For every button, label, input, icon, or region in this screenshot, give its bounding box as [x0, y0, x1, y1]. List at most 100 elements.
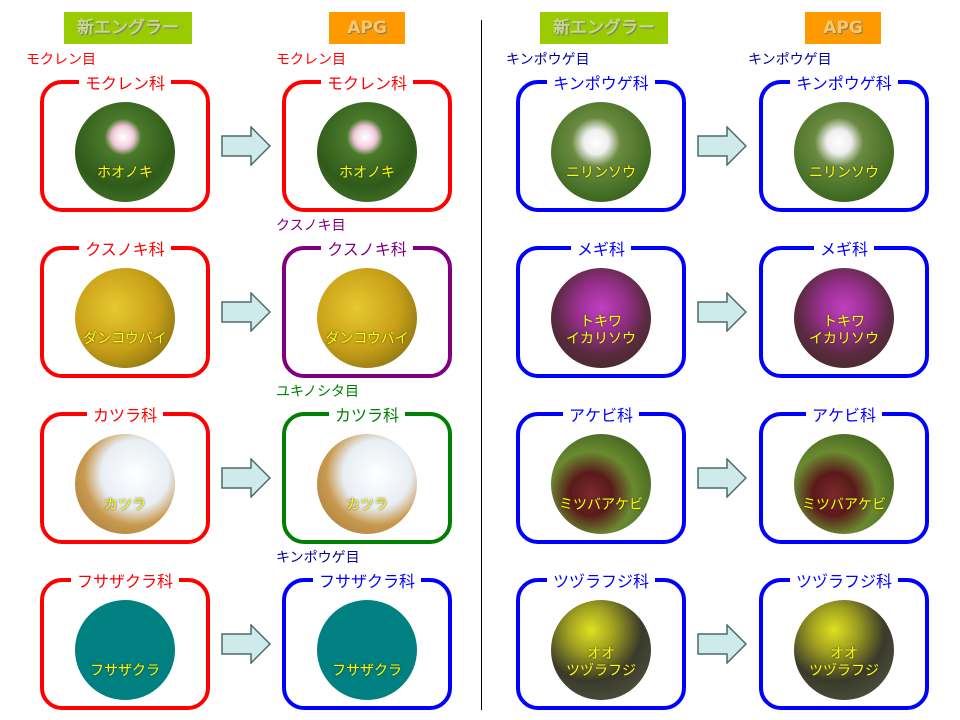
arrow-right-icon [221, 458, 271, 498]
family-box: キンポウゲ科 ニリンソウ [759, 74, 929, 212]
plant-photo: トキワ イカリソウ [551, 268, 651, 368]
plant-photo: ダンコウバイ [317, 268, 417, 368]
plant-name: トキワ イカリソウ [809, 314, 879, 347]
plant-photo: オオ ツヅラフジ [794, 600, 894, 700]
family-box: ツヅラフジ科 オオ ツヅラフジ [759, 572, 929, 710]
order-label: モクレン目 [276, 52, 346, 68]
header-apg-left: APG [329, 12, 405, 44]
order-label: キンポウゲ目 [748, 52, 832, 68]
family-title: アケビ科 [520, 402, 682, 426]
plant-name: ホオノキ [97, 165, 153, 181]
plant-name: オオ ツヅラフジ [566, 646, 636, 679]
plant-photo: トキワ イカリソウ [794, 268, 894, 368]
family-box: アケビ科 ミツバアケビ [516, 406, 686, 544]
family-box: クスノキ科 ダンコウバイ [282, 240, 452, 378]
family-box: カツラ科 カツラ [40, 406, 210, 544]
family-box: フサザクラ科 フサザクラ [40, 572, 210, 710]
family-label: メギ科 [813, 240, 874, 259]
family-title: クスノキ科 [44, 236, 206, 260]
plant-name: ミツバアケビ [559, 497, 643, 513]
family-box: クスノキ科 ダンコウバイ [40, 240, 210, 378]
plant-photo: ミツバアケビ [551, 434, 651, 534]
family-title: キンポウゲ科 [520, 70, 682, 94]
family-label: ツヅラフジ科 [546, 572, 655, 591]
order-label: ユキノシタ目 [276, 384, 360, 400]
plant-photo: ダンコウバイ [75, 268, 175, 368]
family-title: メギ科 [763, 236, 925, 260]
plant-name: カツラ [104, 497, 146, 513]
plant-photo: ミツバアケビ [794, 434, 894, 534]
plant-photo: カツラ [75, 434, 175, 534]
family-title: フサザクラ科 [44, 568, 206, 592]
plant-name: ダンコウバイ [83, 331, 167, 347]
family-box: メギ科 トキワ イカリソウ [516, 240, 686, 378]
family-title: モクレン科 [44, 70, 206, 94]
plant-photo: ニリンソウ [551, 102, 651, 202]
plant-name: フサザクラ [90, 663, 160, 679]
family-box: メギ科 トキワ イカリソウ [759, 240, 929, 378]
plant-name: ミツバアケビ [802, 497, 886, 513]
family-label: フサザクラ科 [70, 572, 179, 591]
family-label: モクレン科 [320, 74, 413, 93]
family-title: モクレン科 [286, 70, 448, 94]
family-box: モクレン科 ホオノキ [282, 74, 452, 212]
family-box: アケビ科 ミツバアケビ [759, 406, 929, 544]
plant-name: ダンコウバイ [325, 331, 409, 347]
family-box: ツヅラフジ科 オオ ツヅラフジ [516, 572, 686, 710]
family-label: フサザクラ科 [312, 572, 421, 591]
plant-name: ホオノキ [339, 165, 395, 181]
family-label: カツラ科 [86, 406, 163, 425]
family-box: フサザクラ科 フサザクラ [282, 572, 452, 710]
family-box: カツラ科 カツラ [282, 406, 452, 544]
arrow-right-icon [697, 624, 747, 664]
family-title: カツラ科 [44, 402, 206, 426]
family-box: モクレン科 ホオノキ [40, 74, 210, 212]
family-title: メギ科 [520, 236, 682, 260]
family-label: カツラ科 [328, 406, 405, 425]
arrow-right-icon [221, 624, 271, 664]
header-apg-right: APG [805, 12, 881, 44]
family-label: メギ科 [570, 240, 631, 259]
family-label: キンポウゲ科 [547, 74, 655, 93]
arrow-right-icon [221, 292, 271, 332]
plant-photo: フサザクラ [75, 600, 175, 700]
plant-photo: カツラ [317, 434, 417, 534]
order-label: モクレン目 [26, 52, 96, 68]
family-title: ツヅラフジ科 [763, 568, 925, 592]
family-title: アケビ科 [763, 402, 925, 426]
header-new-engler-left: 新エングラー [64, 12, 192, 44]
family-label: キンポウゲ科 [790, 74, 898, 93]
column-divider [481, 20, 482, 710]
arrow-right-icon [221, 126, 271, 166]
family-label: モクレン科 [78, 74, 171, 93]
family-box: キンポウゲ科 ニリンソウ [516, 74, 686, 212]
plant-name: ニリンソウ [809, 165, 879, 181]
arrow-right-icon [697, 292, 747, 332]
order-label: キンポウゲ目 [506, 52, 590, 68]
family-title: カツラ科 [286, 402, 448, 426]
plant-name: オオ ツヅラフジ [809, 646, 879, 679]
family-label: クスノキ科 [79, 240, 171, 259]
plant-photo: オオ ツヅラフジ [551, 600, 651, 700]
family-title: ツヅラフジ科 [520, 568, 682, 592]
order-label: キンポウゲ目 [276, 550, 360, 566]
plant-name: フサザクラ [332, 663, 402, 679]
family-label: アケビ科 [805, 406, 882, 425]
plant-name: ニリンソウ [566, 165, 636, 181]
family-title: クスノキ科 [286, 236, 448, 260]
family-title: フサザクラ科 [286, 568, 448, 592]
plant-photo: ニリンソウ [794, 102, 894, 202]
plant-photo: ホオノキ [75, 102, 175, 202]
header-new-engler-right: 新エングラー [540, 12, 668, 44]
family-label: アケビ科 [562, 406, 639, 425]
plant-photo: ホオノキ [317, 102, 417, 202]
arrow-right-icon [697, 458, 747, 498]
arrow-right-icon [697, 126, 747, 166]
plant-name: トキワ イカリソウ [566, 314, 636, 347]
family-label: クスノキ科 [321, 240, 413, 259]
plant-name: カツラ [346, 497, 388, 513]
order-label: クスノキ目 [276, 218, 346, 234]
family-label: ツヅラフジ科 [789, 572, 898, 591]
family-title: キンポウゲ科 [763, 70, 925, 94]
plant-photo: フサザクラ [317, 600, 417, 700]
